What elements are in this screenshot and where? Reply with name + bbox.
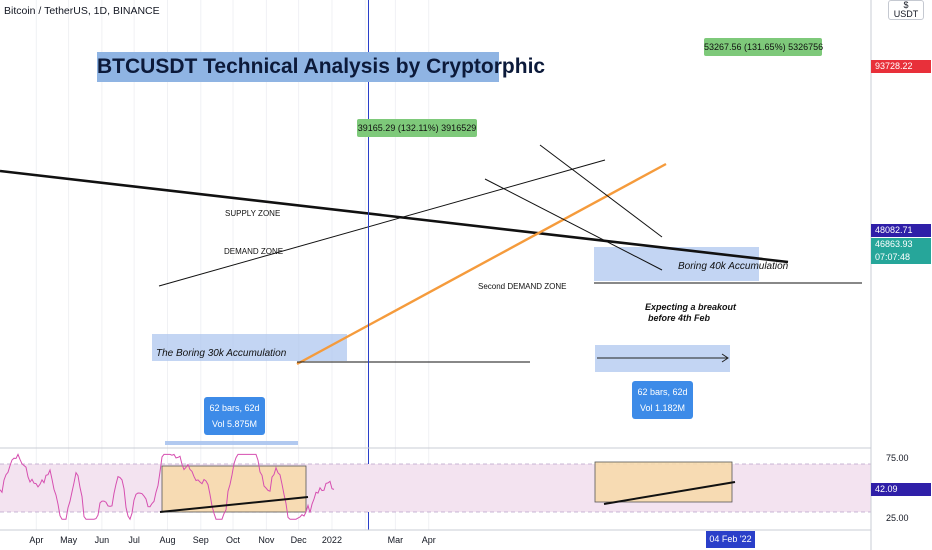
wedge-lower-line — [484, 178, 663, 271]
measure-label-mid: 39165.29 (132.11%) 3916529 — [357, 119, 477, 137]
rsi-trend-left — [159, 496, 309, 513]
rsi-value-tag: 42.09 — [871, 483, 931, 496]
rsi-band — [0, 464, 871, 512]
rsi-tick-label: 75.00 — [886, 453, 909, 463]
price-axis-bg — [871, 0, 932, 550]
currency-label: USDT — [893, 9, 919, 19]
rsi-tick-label: 25.00 — [886, 513, 909, 523]
x-tick-label: Sep — [193, 535, 209, 545]
x-tick-label: Jun — [95, 535, 110, 545]
second-demand-zone-label: Second DEMAND ZONE — [478, 282, 567, 291]
price-tag-last: 46863.93 — [871, 238, 931, 251]
symbol-header: Bitcoin / TetherUS, 1D, BINANCE — [4, 5, 160, 17]
x-tick-label: 2022 — [322, 535, 342, 545]
price-tag-ma: 48082.71 — [871, 224, 931, 237]
orange-uptrend-line — [296, 162, 667, 366]
x-tick-label: Nov — [258, 535, 275, 545]
bars-volume-left: Vol 5.875M — [211, 419, 258, 429]
x-tick-label: Dec — [291, 535, 308, 545]
x-tick-label: May — [60, 535, 78, 545]
boring-30k-label: The Boring 30k Accumulation — [156, 348, 287, 359]
bars-volume-right: Vol 1.182M — [639, 403, 686, 413]
upper-channel-line — [158, 159, 606, 287]
measure-label-top: 53267.56 (131.65%) 5326756 — [704, 38, 823, 56]
dollar-icon: $ — [903, 0, 909, 10]
bars-count-right: 62 bars, 62d — [637, 387, 688, 397]
x-tick-label: Aug — [159, 535, 175, 545]
price-countdown: 07:07:48 — [871, 251, 931, 264]
rsi-box-right — [594, 461, 733, 503]
accumulation-30k-box — [152, 334, 347, 361]
long-downtrend-line — [0, 169, 789, 264]
rsi-line — [0, 453, 335, 521]
bars-label-right: 62 bars, 62d Vol 1.182M — [632, 381, 693, 419]
bars-label-left: 62 bars, 62d Vol 5.875M — [204, 397, 265, 435]
rsi-pane — [0, 447, 871, 521]
x-tick-label: Oct — [226, 535, 241, 545]
currency-box[interactable]: $ USDT — [888, 0, 924, 20]
x-tick-label: Jul — [128, 535, 140, 545]
x-tick-label: Apr — [422, 535, 436, 545]
date-marker-tag: 04 Feb '22 — [706, 531, 755, 548]
x-tick-label: Mar — [388, 535, 404, 545]
breakout-note-line2: before 4th Feb — [648, 313, 711, 323]
rsi-trend-right — [603, 481, 736, 505]
accumulation-40k-box — [594, 247, 759, 281]
chart-title: BTCUSDT Technical Analysis by Cryptorphi… — [97, 52, 545, 82]
breakout-arrowhead — [721, 353, 729, 363]
price-tag-target: 93728.22 — [871, 60, 931, 73]
demand-zone-label: DEMAND ZONE — [224, 247, 284, 256]
boring-40k-label: Boring 40k Accumulation — [678, 261, 789, 272]
bars-range-strip — [165, 441, 298, 445]
breakout-note-line1: Expecting a breakout — [645, 302, 737, 312]
supply-zone-label: SUPPLY ZONE — [225, 209, 281, 218]
wedge-upper-line — [539, 144, 663, 238]
x-tick-label: Apr — [29, 535, 43, 545]
bars-count-left: 62 bars, 62d — [209, 403, 260, 413]
